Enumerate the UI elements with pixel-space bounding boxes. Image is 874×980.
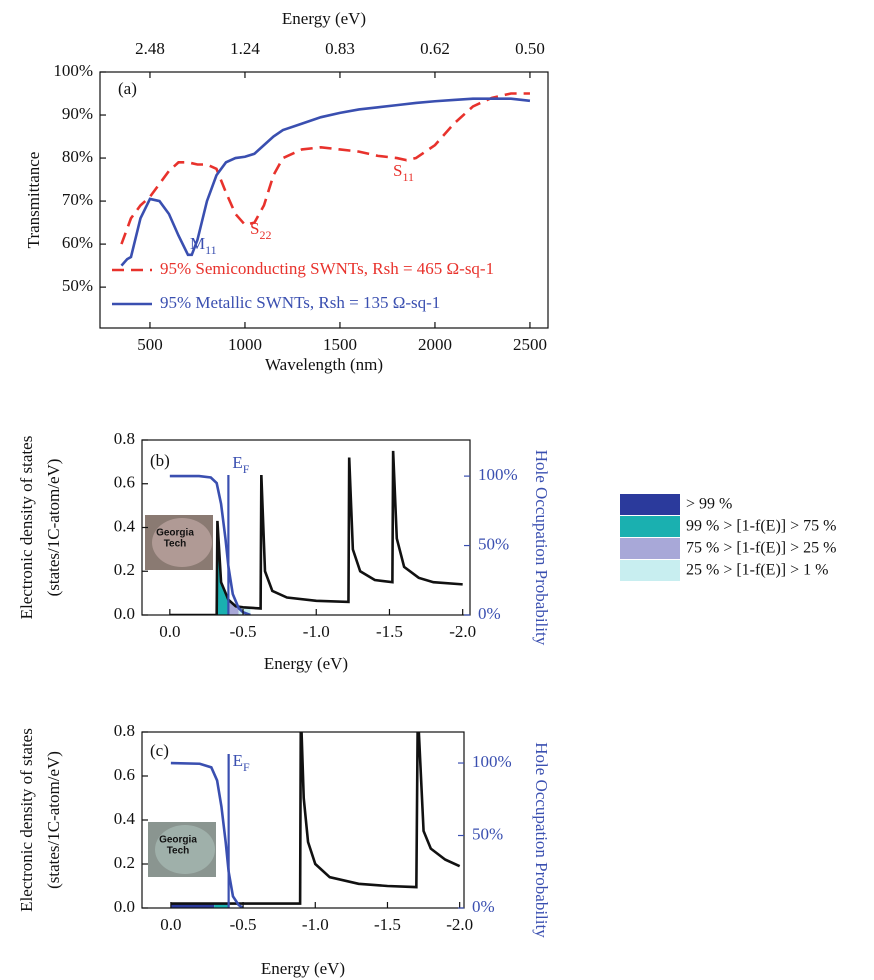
legend-label: 75 % > [1-f(E)] > 25 % bbox=[686, 540, 836, 557]
y2-axis-label: Hole Occupation Probability bbox=[532, 742, 551, 938]
y2-tick-label: 50% bbox=[472, 824, 503, 843]
x-tick-label: -1.5 bbox=[376, 622, 403, 641]
x2-tick-label: 2.48 bbox=[135, 39, 165, 58]
series-line bbox=[170, 761, 244, 908]
x-axis-label: Wavelength (nm) bbox=[265, 355, 383, 374]
x-tick-label: -0.5 bbox=[230, 622, 257, 641]
annotation-text: E bbox=[232, 453, 242, 472]
annotation-sub: 11 bbox=[205, 243, 217, 257]
annotation-text: M bbox=[190, 234, 205, 253]
series-line bbox=[120, 97, 531, 267]
inset-text: Georgia bbox=[156, 528, 194, 539]
series-line bbox=[169, 474, 251, 615]
legend-label: 25 % > [1-f(E)] > 1 % bbox=[686, 562, 828, 579]
y-axis-label: Electronic density of states bbox=[17, 436, 36, 620]
x-tick-label: 1500 bbox=[323, 335, 357, 354]
y-tick-label: 80% bbox=[62, 147, 93, 166]
x2-tick-label: 0.83 bbox=[325, 39, 355, 58]
legend-label: 95% Semiconducting SWNTs, Rsh = 465 Ω-sq… bbox=[160, 259, 494, 278]
legend-swatch bbox=[620, 516, 680, 537]
annotation: S22 bbox=[250, 219, 271, 242]
x-axis-label: Energy (eV) bbox=[261, 959, 345, 978]
series-line bbox=[169, 450, 463, 615]
y-axis-label: Electronic density of states bbox=[17, 728, 36, 912]
y-tick-label: 0.8 bbox=[114, 721, 135, 740]
x-tick-label: -1.5 bbox=[374, 915, 401, 934]
y-tick-label: 0.8 bbox=[114, 429, 135, 448]
series-line bbox=[170, 732, 461, 905]
y2-tick-label: 0% bbox=[472, 897, 495, 916]
y-tick-label: 0.4 bbox=[114, 809, 136, 828]
y2-tick-label: 100% bbox=[478, 465, 518, 484]
legend-label: 95% Metallic SWNTs, Rsh = 135 Ω-sq-1 bbox=[160, 293, 440, 312]
y-tick-label: 100% bbox=[53, 61, 93, 80]
annotation-text: S bbox=[393, 161, 402, 180]
inset-wafer bbox=[152, 518, 212, 567]
y-tick-label: 0.0 bbox=[114, 897, 135, 916]
legend-label: 99 % > [1-f(E)] > 75 % bbox=[686, 518, 836, 535]
y2-axis-label: Hole Occupation Probability bbox=[532, 450, 551, 646]
legend-swatch bbox=[620, 538, 680, 559]
y-tick-label: 0.4 bbox=[114, 516, 136, 535]
annotation-sub: 22 bbox=[259, 228, 271, 242]
y2-tick-label: 0% bbox=[478, 604, 501, 623]
plot-frame bbox=[99, 71, 549, 329]
inset-text: Georgia bbox=[159, 835, 197, 846]
x-tick-label: -1.0 bbox=[303, 622, 330, 641]
x-tick-label: -2.0 bbox=[449, 622, 476, 641]
y2-tick-label: 100% bbox=[472, 752, 512, 771]
x-tick-label: -2.0 bbox=[446, 915, 473, 934]
panel-label: (a) bbox=[118, 79, 137, 98]
panel-label: (c) bbox=[150, 741, 169, 760]
legend-swatch bbox=[620, 494, 680, 515]
y-tick-label: 0.6 bbox=[114, 473, 135, 492]
y-axis-label: (states/1C-atom/eV) bbox=[44, 751, 63, 889]
series-line bbox=[120, 92, 530, 245]
legend-swatch bbox=[620, 560, 680, 581]
x-tick-label: 0.0 bbox=[159, 622, 180, 641]
x-tick-label: -1.0 bbox=[302, 915, 329, 934]
y-axis-label: Transmittance bbox=[24, 152, 43, 249]
annotation-sub: F bbox=[243, 760, 250, 774]
y2-tick-label: 50% bbox=[478, 534, 509, 553]
x2-axis-label: Energy (eV) bbox=[282, 9, 366, 28]
x-tick-label: 2500 bbox=[513, 335, 547, 354]
annotation-text: E bbox=[233, 751, 243, 770]
x2-tick-label: 1.24 bbox=[230, 39, 260, 58]
annotation: M11 bbox=[190, 234, 217, 257]
inset-wafer bbox=[155, 825, 215, 874]
annotation-text: S bbox=[250, 219, 259, 238]
annotation: EF bbox=[233, 751, 250, 774]
panel-label: (b) bbox=[150, 451, 170, 470]
annotation: S11 bbox=[393, 161, 414, 184]
y-tick-label: 0.0 bbox=[114, 604, 135, 623]
legend-label: > 99 % bbox=[686, 496, 732, 513]
y-tick-label: 90% bbox=[62, 104, 93, 123]
occupancy-fill bbox=[216, 520, 229, 615]
x-tick-label: 1000 bbox=[228, 335, 262, 354]
inset-text: Tech bbox=[167, 846, 190, 857]
y-tick-label: 0.2 bbox=[114, 560, 135, 579]
x2-tick-label: 0.62 bbox=[420, 39, 450, 58]
y-tick-label: 0.2 bbox=[114, 853, 135, 872]
annotation: EF bbox=[232, 453, 249, 476]
y-tick-label: 60% bbox=[62, 233, 93, 252]
y-tick-label: 70% bbox=[62, 190, 93, 209]
y-tick-label: 50% bbox=[62, 276, 93, 295]
x2-tick-label: 0.50 bbox=[515, 39, 545, 58]
inset-text: Tech bbox=[164, 539, 187, 550]
annotation-sub: 11 bbox=[402, 170, 414, 184]
x-tick-label: 0.0 bbox=[160, 915, 181, 934]
x-tick-label: 2000 bbox=[418, 335, 452, 354]
y-tick-label: 0.6 bbox=[114, 765, 135, 784]
annotation-sub: F bbox=[243, 462, 250, 476]
x-axis-label: Energy (eV) bbox=[264, 654, 348, 673]
x-tick-label: -0.5 bbox=[230, 915, 257, 934]
x-tick-label: 500 bbox=[137, 335, 163, 354]
y-axis-label: (states/1C-atom/eV) bbox=[44, 459, 63, 597]
